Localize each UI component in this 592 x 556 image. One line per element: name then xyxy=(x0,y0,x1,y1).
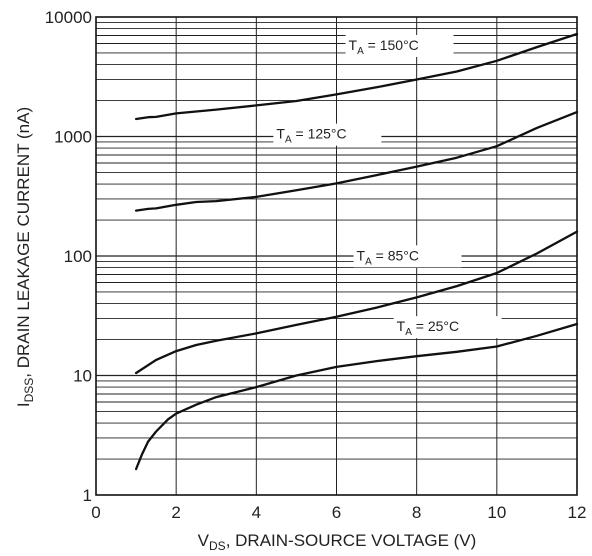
series-label-1: TA = 125°C xyxy=(276,126,346,146)
x-tick-label: 10 xyxy=(487,503,506,522)
series-labels: TA = 150°CTA = 125°CTA = 85°CTA = 25°C xyxy=(273,34,502,339)
y-tick-label: 1 xyxy=(83,486,92,505)
series-label-bg xyxy=(393,316,502,339)
x-tick-labels: 0 2 4 6 8 10 12 xyxy=(91,503,586,522)
plot-frame xyxy=(95,16,578,496)
series-label-main: T xyxy=(397,318,406,334)
x-tick-label: 8 xyxy=(412,503,421,522)
series-label-bg xyxy=(345,34,454,57)
series-label-rest: = 150°C xyxy=(364,37,419,53)
series-label-main: T xyxy=(349,37,358,53)
series-label-main: T xyxy=(276,126,285,142)
y-axis-label-rest: , DRAIN LEAKAGE CURRENT (nA) xyxy=(14,107,33,378)
series-label-bg xyxy=(273,123,382,146)
y-axis-label: IDSS, DRAIN LEAKAGE CURRENT (nA) xyxy=(14,107,36,407)
series-line-3 xyxy=(134,322,579,471)
y-tick-label: 1000 xyxy=(54,128,92,147)
series-line-0 xyxy=(134,32,579,121)
series-label-2: TA = 85°C xyxy=(357,247,419,267)
x-axis-label-sub: DS xyxy=(209,539,226,553)
x-tick-label: 6 xyxy=(332,503,341,522)
y-tick-label: 100 xyxy=(64,247,92,266)
y-tick-labels: 1 10 100 1000 10000 xyxy=(45,8,92,505)
series-label-bg xyxy=(353,245,462,268)
series-label-rest: = 25°C xyxy=(412,318,459,334)
y-axis-label-sub: DSS xyxy=(22,378,36,403)
series-label-rest: = 125°C xyxy=(292,126,347,142)
series-label-sub: A xyxy=(357,46,364,57)
x-axis-label-main: V xyxy=(198,531,210,550)
x-axis-label-rest: , DRAIN-SOURCE VOLTAGE (V) xyxy=(226,531,477,550)
series-label-main: T xyxy=(357,247,366,263)
y-axis-label-main: I xyxy=(14,402,33,407)
x-axis-label: VDS, DRAIN-SOURCE VOLTAGE (V) xyxy=(198,531,477,553)
series-label-rest: = 85°C xyxy=(372,247,419,263)
series-label-sub: A xyxy=(365,256,372,267)
x-tick-label: 12 xyxy=(568,503,587,522)
x-tick-label: 0 xyxy=(91,503,100,522)
y-tick-label: 10 xyxy=(73,367,92,386)
grid-lines xyxy=(96,17,577,495)
series-label-sub: A xyxy=(405,327,412,338)
series-label-sub: A xyxy=(285,135,292,146)
x-tick-label: 4 xyxy=(252,503,261,522)
x-tick-label: 2 xyxy=(171,503,180,522)
series-label-3: TA = 25°C xyxy=(397,318,459,338)
series-line-2 xyxy=(134,230,579,375)
series-lines xyxy=(134,32,579,471)
series-line-1 xyxy=(134,110,579,212)
y-tick-label: 10000 xyxy=(45,8,92,27)
series-label-0: TA = 150°C xyxy=(349,37,419,57)
